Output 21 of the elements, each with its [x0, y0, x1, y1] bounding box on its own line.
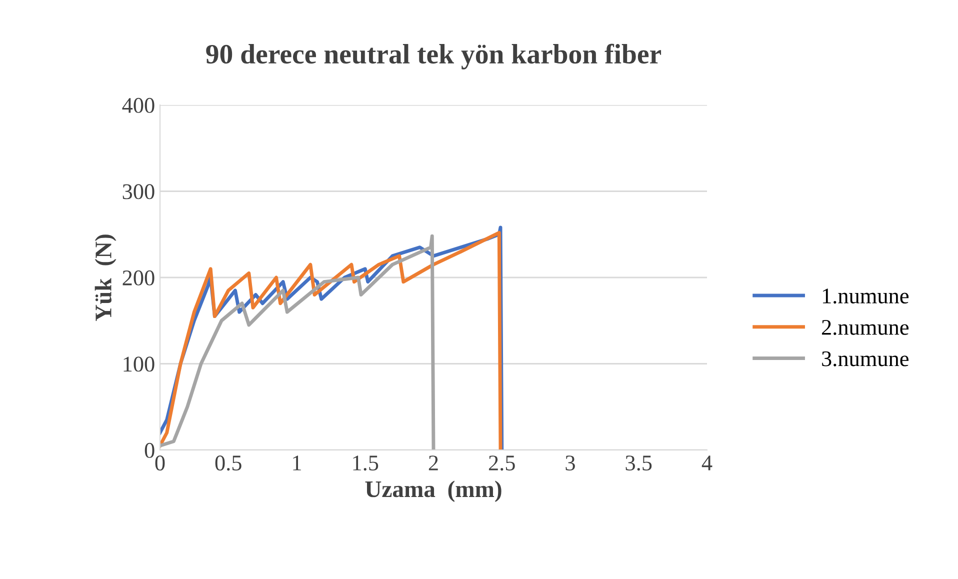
x-tick-label: 1.5 [353, 456, 378, 471]
x-tick-label: 0.5 [215, 456, 242, 471]
x-tick-label: 4 [702, 456, 712, 470]
x-tick-label: 2.5 [488, 456, 515, 471]
legend-label: 1.numune [822, 288, 909, 304]
legend-label: 2.numune [822, 320, 909, 335]
line-series [160, 234, 436, 450]
legend-label: 3.numune [822, 351, 909, 366]
y-tick-label: 200 [122, 270, 154, 286]
x-tick-label: 0 [155, 456, 165, 470]
x-axis-title: Uzama (mm) [365, 480, 502, 502]
x-tick-label: 3.5 [626, 456, 652, 471]
y-tick-label: 400 [122, 98, 154, 113]
x-tick-label: 3 [566, 456, 575, 470]
y-tick-label: 300 [122, 184, 154, 200]
y-tick-label: 0 [144, 442, 154, 458]
y-tick-label: 100 [124, 356, 154, 372]
chart-title: 90 derece neutral tek yön karbon fiber [206, 44, 662, 70]
x-tick-label: 2 [428, 456, 438, 470]
y-axis-title: Yük (N) [94, 234, 116, 322]
x-tick-label: 1 [293, 456, 301, 470]
